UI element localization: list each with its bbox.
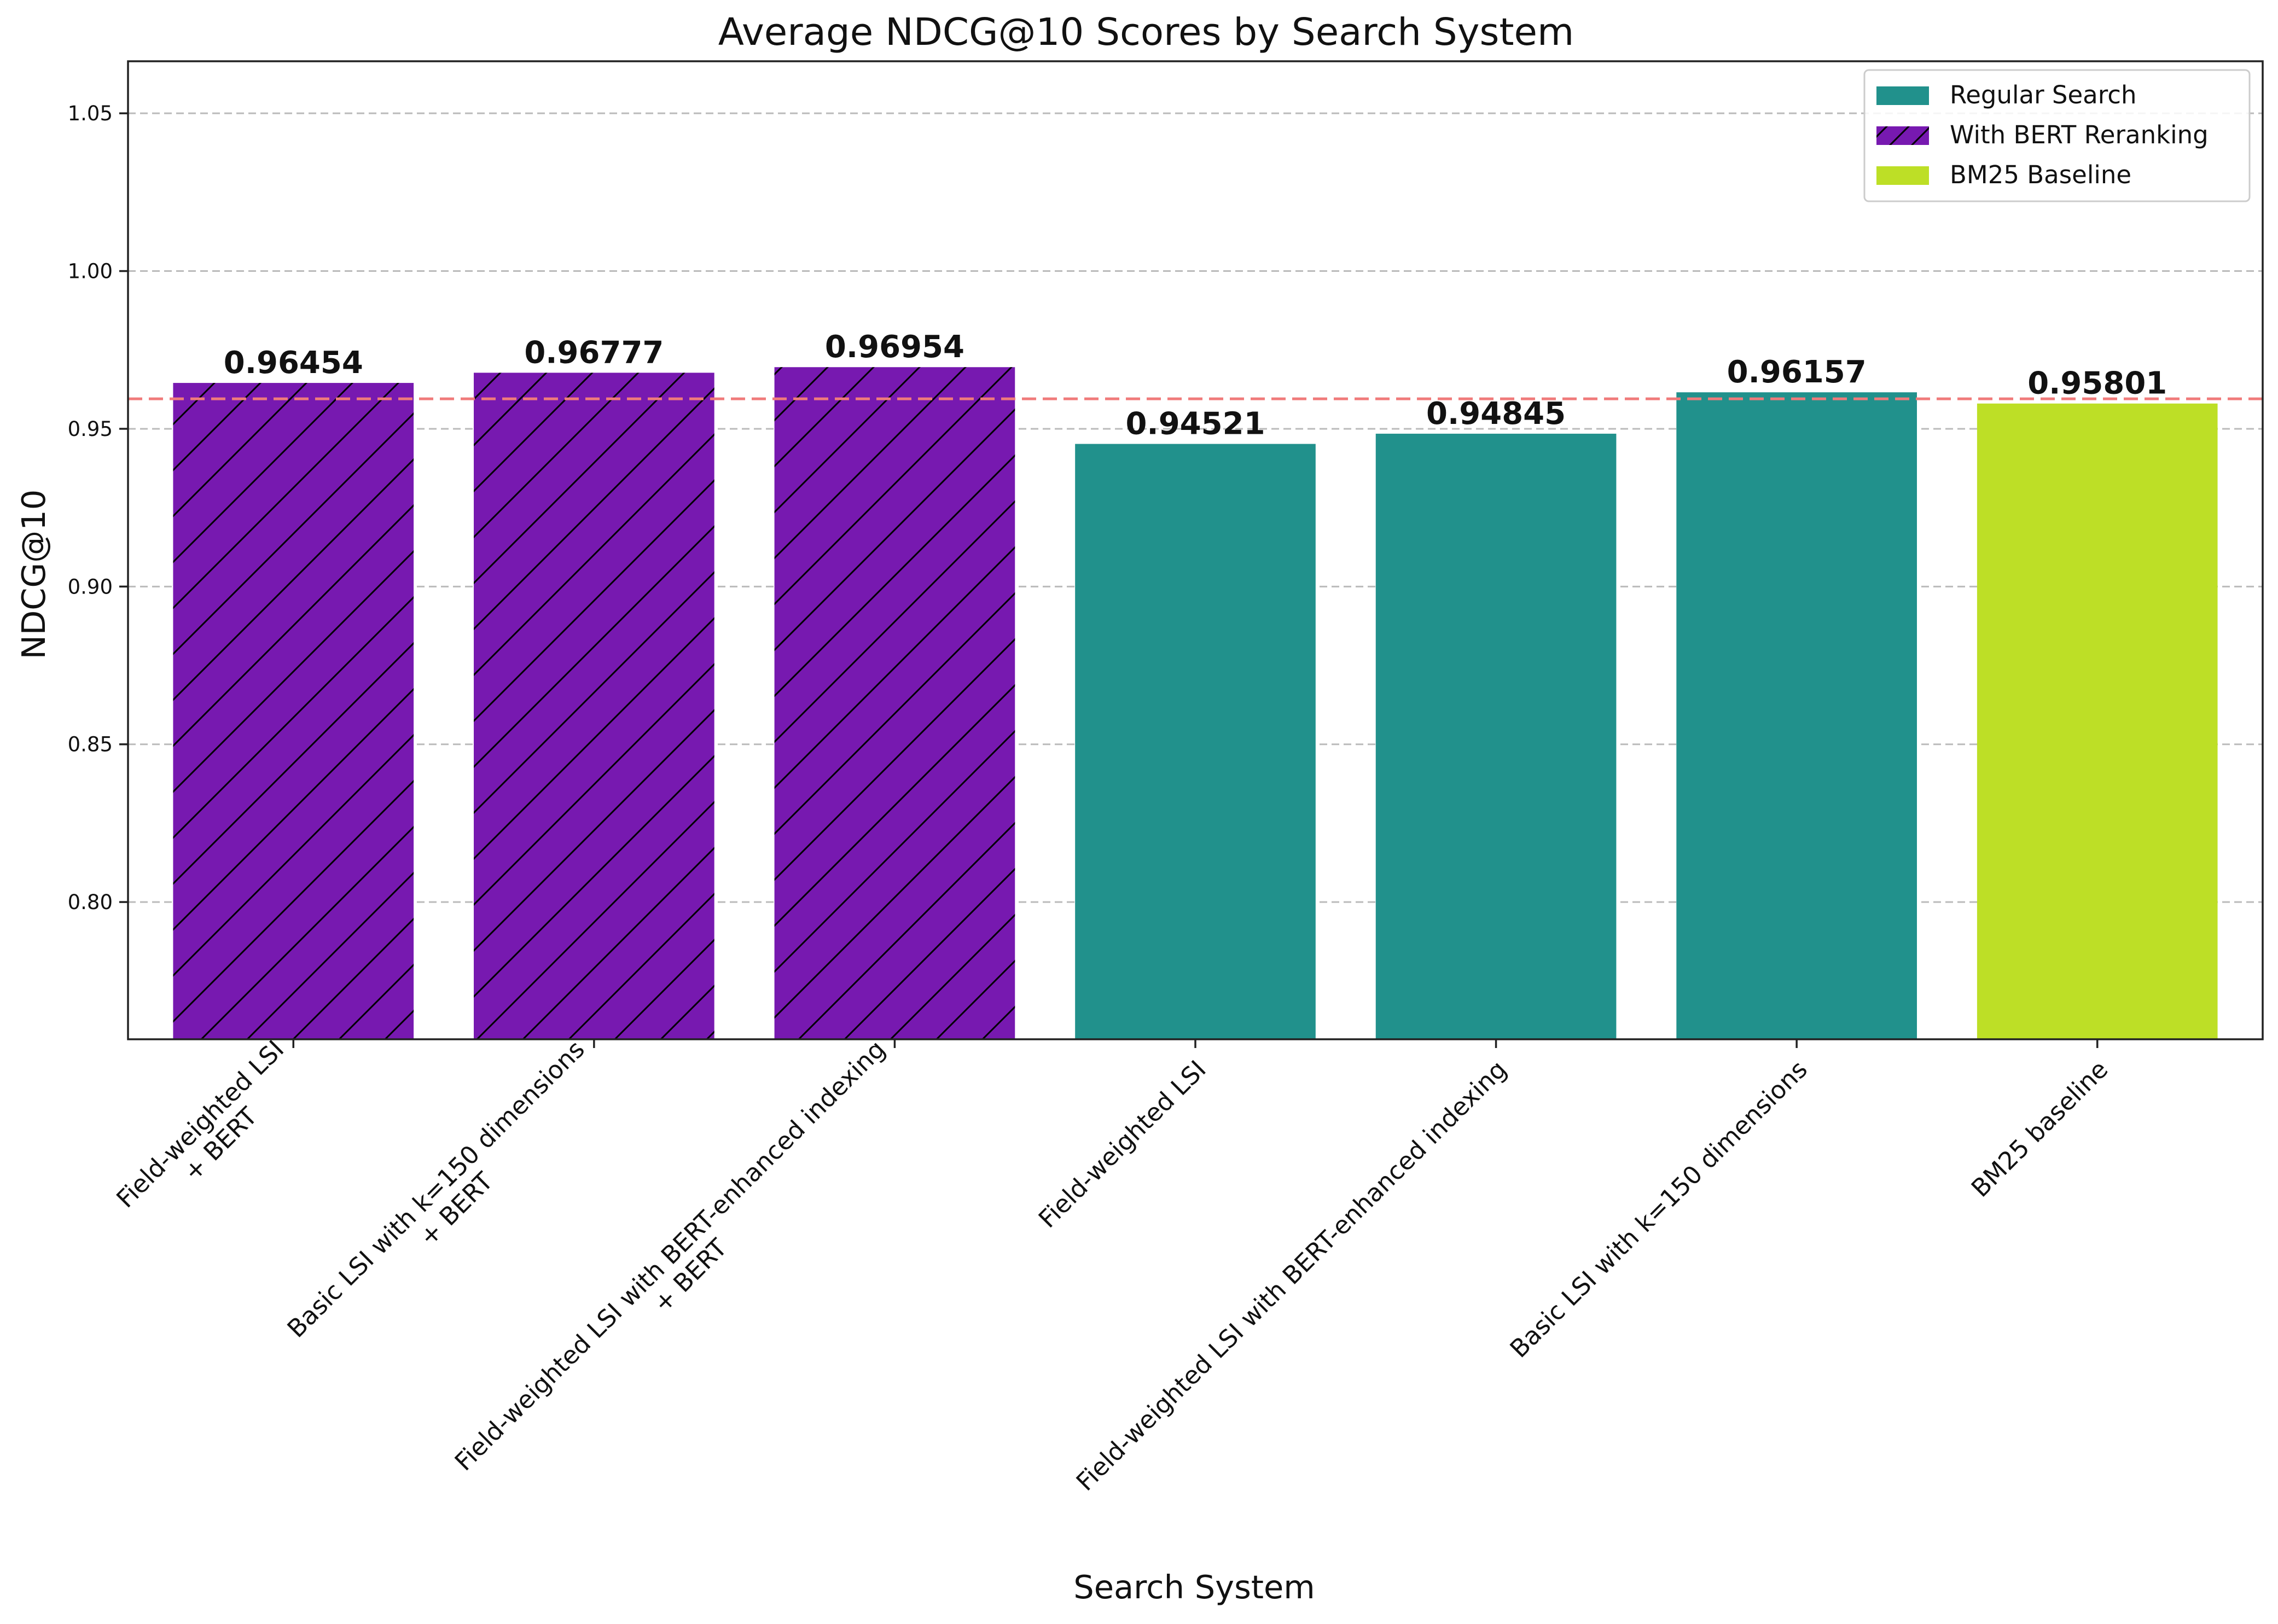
bar-hatch: [774, 367, 1015, 1039]
legend: Regular Search With BERT Reranking BM25 Ba…: [1863, 69, 2251, 202]
x-tick-label: Basic LSI with k=150 dimensions+ BERT: [282, 1035, 611, 1364]
x-tick-label: Basic LSI with k=150 dimensions: [1504, 1055, 1813, 1363]
bar: [1375, 433, 1617, 1039]
y-tick-label: 0.90: [68, 575, 113, 598]
bar-value-label: 0.96954: [825, 329, 964, 365]
bar-value-label: 0.95801: [2027, 366, 2167, 401]
legend-label: With BERT Reranking: [1950, 120, 2209, 149]
data-labels: 0.96454 0.96777 0.96954 0.94521 0.94845 0.961…: [224, 329, 2167, 441]
legend-label: Regular Search: [1950, 80, 2137, 109]
x-axis: Field-weighted LSI+ BERT Basic LSI with k…: [111, 1035, 2113, 1497]
y-axis-label: NDCG@10: [15, 490, 53, 660]
legend-label: BM25 Baseline: [1950, 160, 2131, 189]
x-tick-label: Field-weighted LSI: [1033, 1055, 1212, 1233]
bar-value-label: 0.94845: [1426, 396, 1566, 432]
legend-box: [1863, 69, 2251, 202]
y-axis: 0.80 0.85 0.90 0.95 1.00 1.05: [68, 102, 128, 914]
bar-value-label: 0.96157: [1727, 354, 1867, 390]
y-tick-label: 0.95: [68, 417, 113, 441]
y-tick-label: 0.85: [68, 733, 113, 756]
x-tick-label: Field-weighted LSI+ BERT: [111, 1035, 310, 1234]
bar-hatch: [474, 372, 714, 1039]
bars: [173, 367, 2218, 1040]
bar-hatch: [173, 383, 414, 1039]
legend-swatch: [1876, 86, 1929, 105]
chart-title: Average NDCG@10 Scores by Search System: [718, 10, 1574, 54]
bar-value-label: 0.96454: [224, 345, 363, 381]
legend-swatch-hatch: [1876, 126, 1929, 145]
bar: [1676, 392, 1917, 1039]
y-tick-label: 1.00: [68, 260, 113, 283]
y-tick-label: 0.80: [68, 890, 113, 914]
bar-value-label: 0.96777: [524, 335, 664, 370]
x-tick-label: BM25 baseline: [1966, 1055, 2114, 1203]
bar-value-label: 0.94521: [1125, 406, 1265, 442]
x-axis-label: Search System: [1073, 1568, 1315, 1606]
bar: [1977, 403, 2218, 1039]
legend-swatch: [1876, 166, 1929, 185]
bar: [1075, 444, 1316, 1040]
y-tick-label: 1.05: [68, 102, 113, 125]
